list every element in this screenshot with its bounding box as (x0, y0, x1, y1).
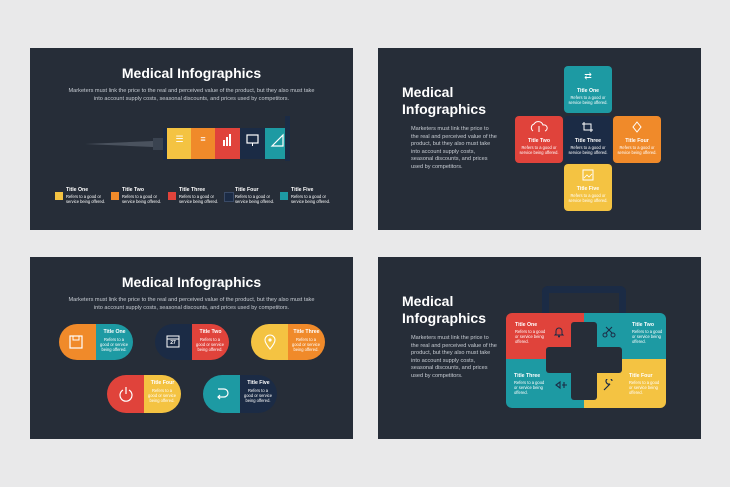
legend-text: Refers to a good or service being offere… (179, 194, 219, 204)
crop-icon (564, 121, 612, 133)
tile-title: Title One (576, 88, 600, 94)
legend-swatch (55, 192, 63, 200)
pen-icon (613, 121, 661, 133)
kit-handle (542, 286, 626, 326)
legend-text: Refers to a good or service being offere… (291, 194, 331, 204)
tile-title: Title Four (625, 138, 649, 144)
tile-text: Refers to a good or service being offere… (568, 95, 608, 105)
monitor-icon (240, 132, 265, 148)
syringe-legend: Title One Refers to a good or service be… (55, 187, 345, 217)
tile-title-four[interactable]: Title Four Refers to a good or service b… (613, 116, 661, 163)
tools-icon (554, 379, 568, 391)
tile-text: Refers to a good or service being offere… (568, 193, 608, 203)
bar-chart-icon (215, 132, 240, 148)
wrench-icon (601, 379, 615, 391)
cloud-upload-icon (515, 121, 563, 133)
legend-title: Title Two (122, 187, 144, 193)
ruler-icon (265, 132, 290, 148)
kit-cross-horizontal (546, 347, 622, 373)
scissors-icon (602, 326, 616, 338)
legend-title: Title Three (179, 187, 206, 193)
tile-title-one[interactable]: ⇄ Title One Refers to a good or service … (564, 66, 612, 113)
legend-text: Refers to a good or service being offere… (66, 194, 106, 204)
pill-title: Title One (103, 329, 126, 335)
slide-body: Marketers must link the price to the rea… (68, 88, 315, 102)
image-icon (564, 169, 612, 181)
tile-text: Refers to a good or service being offere… (519, 145, 559, 155)
pill-title-two[interactable]: 27 Title Two Refers to a good or service… (155, 324, 229, 360)
list-icon: ☰ (175, 134, 184, 144)
tile-title-three[interactable]: Title Three Refers to a good or service … (564, 116, 612, 163)
quadrant-text: Refers to a good or service being offere… (632, 329, 663, 344)
quadrant-title: Title Three (514, 373, 541, 379)
slide-body: Marketers must link the price to the rea… (411, 335, 497, 379)
legend-title: Title Five (291, 187, 314, 193)
power-icon (118, 386, 134, 402)
quadrant-title: Title Two (632, 322, 654, 328)
legend-swatch (280, 192, 288, 200)
slide-body: Marketers must link the price to the rea… (411, 126, 497, 170)
legend-text: Refers to a good or service being offere… (122, 194, 162, 204)
pill-title-four[interactable]: Title Four Refers to a good or service b… (107, 375, 181, 413)
pill-title-one[interactable]: Title One Refers to a good or service be… (59, 324, 133, 360)
bell-icon (553, 326, 565, 338)
pill-title: Title Five (247, 380, 270, 386)
pill-text: Refers to a good or service being offere… (100, 337, 128, 352)
slide-body: Marketers must link the price to the rea… (68, 297, 315, 311)
slide-syringe[interactable]: Medical Infographics Marketers must link… (30, 48, 353, 230)
quadrant-title: Title Four (629, 373, 653, 379)
pill-text: Refers to a good or service being offere… (244, 388, 272, 403)
pill-text: Refers to a good or service being offere… (148, 388, 176, 403)
tile-text: Refers to a good or service being offere… (617, 145, 657, 155)
save-icon (69, 335, 83, 349)
tile-title: Title Two (528, 138, 550, 144)
quadrant-text: Refers to a good or service being offere… (514, 380, 545, 395)
pill-title-three[interactable]: Title Three Refers to a good or service … (251, 324, 325, 360)
slide-medical-kit[interactable]: Medical Infographics Marketers must link… (378, 257, 701, 439)
shuffle-icon: ⇄ (584, 71, 592, 81)
tile-title-five[interactable]: Title Five Refers to a good or service b… (564, 164, 612, 211)
slide-title: Medical Infographics (121, 65, 262, 81)
quadrant-text: Refers to a good or service being offere… (515, 329, 546, 344)
calendar-icon: 27 (166, 334, 180, 348)
pill-title: Title Four (150, 380, 175, 386)
slide-title: Medical Infographics (402, 84, 487, 117)
pill-text: Refers to a good or service being offere… (196, 337, 224, 352)
tile-title: Title Three (574, 138, 602, 144)
location-pin-icon (263, 334, 277, 350)
slide-title: Medical Infographics (402, 293, 487, 326)
return-arrow-icon (214, 386, 230, 402)
quadrant-title: Title One (515, 322, 538, 328)
legend-swatch (168, 192, 176, 200)
legend-title: Title One (66, 187, 89, 193)
syringe-graphic (85, 116, 295, 161)
tile-title-two[interactable]: Title Two Refers to a good or service be… (515, 116, 563, 163)
legend-title: Title Four (235, 187, 259, 193)
legend-swatch (111, 192, 119, 200)
tile-text: Refers to a good or service being offere… (568, 145, 608, 155)
pill-text: Refers to a good or service being offere… (292, 337, 320, 352)
legend-text: Refers to a good or service being offere… (235, 194, 275, 204)
slide-title: Medical Infographics (121, 274, 262, 290)
slide-cross-tiles[interactable]: Medical Infographics Marketers must link… (378, 48, 701, 230)
slide-pills[interactable]: Medical Infographics Marketers must link… (30, 257, 353, 439)
tile-title: Title Five (576, 186, 600, 192)
pill-title-five[interactable]: Title Five Refers to a good or service b… (203, 375, 277, 413)
quadrant-text: Refers to a good or service being offere… (629, 380, 660, 395)
pill-title: Title Three (293, 329, 320, 335)
legend-swatch (224, 192, 234, 202)
calendar-day: 27 (170, 340, 176, 346)
pill-title: Title Two (199, 329, 222, 335)
menu-icon: ≡ (200, 134, 206, 144)
